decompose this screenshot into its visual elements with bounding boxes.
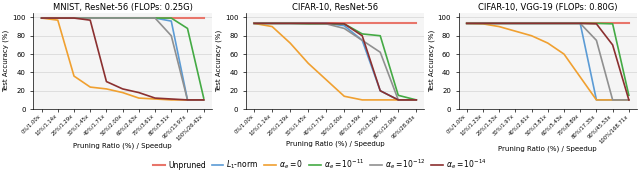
Y-axis label: Test Accuracy (%): Test Accuracy (%) [428, 30, 435, 92]
Y-axis label: Test Accuracy (%): Test Accuracy (%) [3, 30, 10, 92]
Legend: Unpruned, $L_1$-norm, $\alpha_e = 0$, $\alpha_e = 10^{-11}$, $\alpha_e = 10^{-12: Unpruned, $L_1$-norm, $\alpha_e = 0$, $\… [150, 154, 490, 174]
Y-axis label: Test Accuracy (%): Test Accuracy (%) [216, 30, 222, 92]
X-axis label: Pruning Ratio (%) / Speedup: Pruning Ratio (%) / Speedup [74, 143, 172, 149]
Title: CIFAR-10, VGG-19 (FLOPs: 0.80G): CIFAR-10, VGG-19 (FLOPs: 0.80G) [478, 3, 618, 12]
Title: MNIST, ResNet-56 (FLOPs: 0.25G): MNIST, ResNet-56 (FLOPs: 0.25G) [52, 3, 193, 12]
Title: CIFAR-10, ResNet-56: CIFAR-10, ResNet-56 [292, 3, 378, 12]
X-axis label: Pruning Ratio (%) / Speedup: Pruning Ratio (%) / Speedup [286, 141, 385, 147]
X-axis label: Pruning Ratio (%) / Speedup: Pruning Ratio (%) / Speedup [499, 145, 597, 152]
